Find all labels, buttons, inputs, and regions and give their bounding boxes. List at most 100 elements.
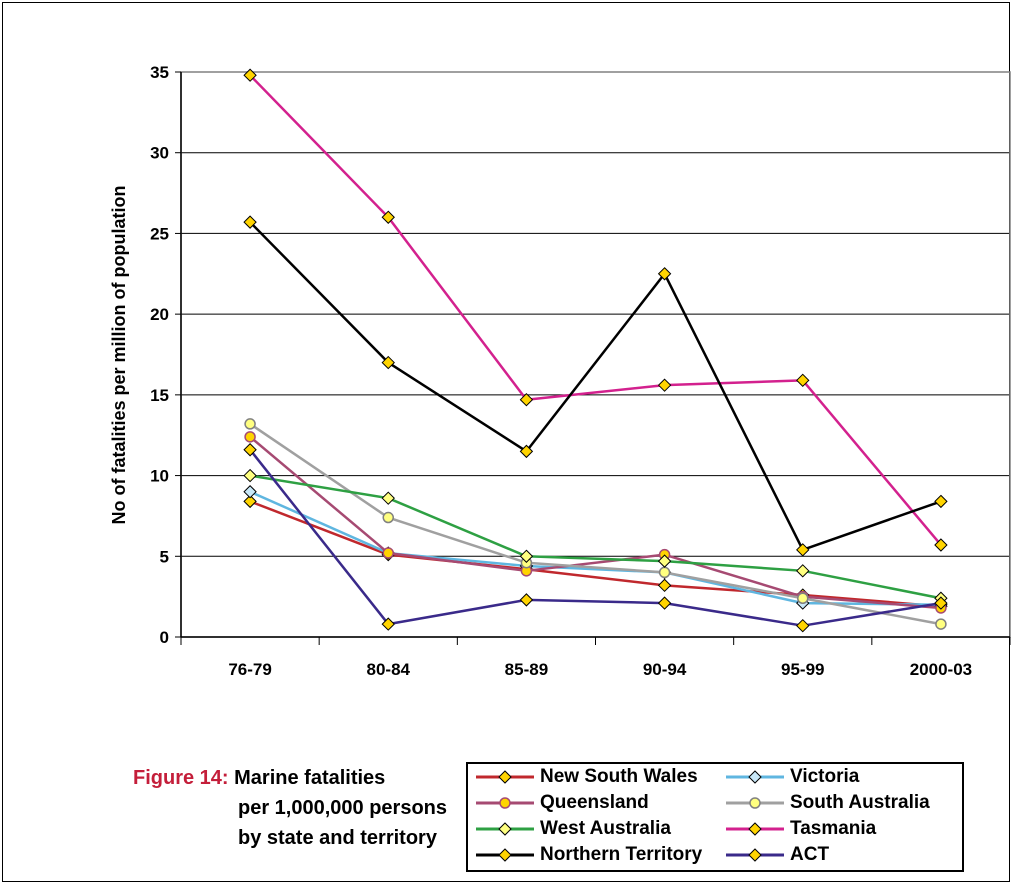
data-point-northern-territory (796, 543, 810, 557)
figure-caption: Figure 14: Marine fatalities per 1,000,0… (133, 763, 463, 853)
legend-label: South Australia (790, 792, 930, 813)
y-axis-title: No of fatalities per million of populati… (109, 186, 129, 525)
series-line-south-australia (249, 422, 942, 626)
series-line-queensland (249, 435, 942, 610)
line-chart: 76-79 80-84 85-89 90-94 95-99 2000-03 0 5 10 15 2… (109, 63, 1011, 679)
data-point-south-australia (382, 511, 394, 524)
series-new-south-wales (243, 494, 948, 614)
data-point-victoria (243, 485, 257, 499)
legend-label: Queensland (540, 792, 649, 813)
x-tick-label: 85-89 (505, 660, 548, 679)
legend-item-act: ACT (724, 844, 829, 866)
data-point-tasmania (796, 373, 810, 388)
data-point-northern-territory (934, 494, 948, 509)
x-tick-label: 2000-03 (910, 660, 972, 679)
data-point-queensland (244, 431, 256, 443)
gridlines (181, 71, 1010, 557)
data-point-tasmania (657, 378, 672, 392)
series-act (243, 443, 948, 633)
x-axis: 76-79 80-84 85-89 90-94 95-99 2000-03 (180, 636, 1011, 679)
y-tick-label: 25 (150, 224, 169, 243)
caption-label: Figure 14: (133, 767, 229, 789)
legend-item-south-australia: South Australia (724, 792, 930, 814)
legend-swatch-marker (498, 770, 512, 784)
legend-label: Victoria (790, 766, 860, 787)
series-line-west-australia (249, 474, 942, 600)
data-point-south-australia (797, 592, 809, 605)
series-line-victoria (249, 490, 941, 606)
plot-area (180, 71, 1011, 638)
y-tick-label: 5 (160, 547, 169, 566)
data-point-tasmania (381, 210, 395, 224)
legend-item-northern-territory: Northern Territory (474, 844, 702, 866)
caption-line-2: per 1,000,000 persons (238, 797, 448, 819)
legend-swatch-new-south-wales (476, 770, 534, 784)
y-tick-label: 35 (150, 63, 169, 82)
x-tick-label: 90-94 (643, 660, 687, 679)
series-queensland (244, 431, 947, 614)
y-tick-label: 20 (150, 305, 169, 324)
legend-swatch-south-australia (726, 797, 784, 809)
data-point-west-australia (519, 549, 534, 563)
data-point-northern-territory (243, 215, 257, 229)
data-point-act (243, 443, 257, 457)
legend-item-victoria: Victoria (724, 766, 859, 788)
series-line-tasmania (249, 74, 942, 546)
series-northern-territory (243, 215, 948, 557)
data-point-new-south-wales (243, 494, 257, 509)
data-point-act (796, 618, 810, 633)
legend-item-queensland: Queensland (474, 792, 649, 814)
legend-swatch-northern-territory (476, 848, 534, 862)
series-line-new-south-wales (249, 500, 942, 608)
legend-swatch-marker (498, 848, 512, 862)
y-tick-label: 30 (150, 144, 169, 163)
y-tick-label: 0 (160, 628, 169, 647)
y-axis: 0 5 10 15 20 25 30 35 (150, 63, 182, 647)
x-tick-label: 76-79 (228, 660, 271, 679)
series-line-act (249, 448, 942, 627)
legend-item-west-australia: West Australia (474, 818, 671, 840)
data-point-south-australia (244, 418, 256, 430)
legend-label: Northern Territory (540, 844, 703, 865)
legend-swatch-marker (749, 797, 761, 809)
series-line-northern-territory (249, 221, 942, 552)
legend-swatch-marker (748, 822, 762, 836)
legend-label: New South Wales (540, 766, 698, 787)
legend-swatch-tasmania (726, 822, 784, 836)
data-point-west-australia (243, 468, 257, 483)
legend-swatch-victoria (726, 770, 784, 784)
x-tick-label: 80-84 (367, 660, 411, 679)
legend-swatch-queensland (476, 797, 534, 809)
legend-swatch-marker (498, 822, 512, 836)
data-point-south-australia (935, 618, 947, 630)
y-tick-label: 15 (150, 386, 169, 405)
legend: New South Wales Victoria Queensland South A… (466, 762, 964, 872)
series-victoria (243, 485, 948, 612)
data-point-act (519, 593, 534, 607)
series-group (243, 68, 948, 633)
data-point-northern-territory (381, 355, 395, 370)
legend-swatch-marker (748, 848, 762, 862)
data-point-south-australia (658, 566, 671, 579)
caption-line-1: Marine fatalities (234, 767, 386, 789)
data-point-new-south-wales (657, 578, 672, 593)
legend-swatch-act (726, 848, 784, 862)
data-point-northern-territory (519, 444, 534, 459)
data-point-act (657, 596, 672, 610)
data-point-west-australia (796, 564, 810, 578)
x-tick-label: 95-99 (781, 660, 824, 679)
data-point-tasmania (519, 392, 534, 407)
legend-swatch-marker (748, 770, 762, 784)
data-point-northern-territory (657, 267, 672, 281)
data-point-west-australia (381, 491, 395, 505)
y-tick-label: 10 (150, 467, 169, 486)
data-point-tasmania (243, 68, 257, 82)
legend-label: West Australia (540, 818, 671, 839)
data-point-west-australia (657, 554, 672, 568)
series-tasmania (243, 68, 948, 552)
legend-swatch-west-australia (476, 822, 534, 836)
data-point-tasmania (934, 538, 948, 552)
legend-item-new-south-wales: New South Wales (474, 766, 698, 788)
data-point-queensland (382, 547, 394, 559)
data-point-act (934, 596, 948, 610)
